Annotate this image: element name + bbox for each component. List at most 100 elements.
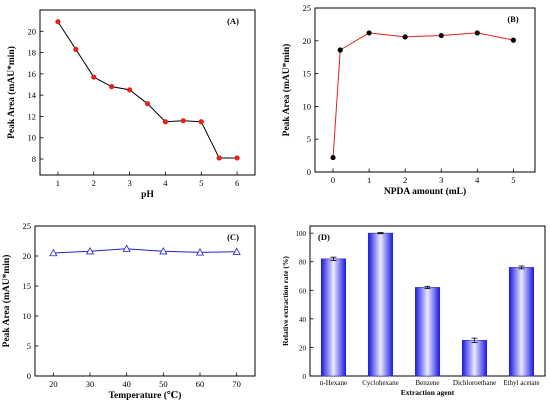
plot-frame [34,225,256,377]
x-tick-label: 0 [331,175,335,185]
x-tick-label: 2 [92,178,96,188]
data-point [337,47,343,53]
plot-frame [314,7,536,173]
y-tick-label: 15 [303,69,312,79]
y-tick-label: 5 [307,134,311,144]
y-tick-label: 8 [32,154,36,164]
chart-panel-2: 0 5 10 15 20 25 0 1 2 3 4 5 NPDA amount (mL) Peak Are… [281,3,536,197]
series-line [53,248,237,254]
panel-label: (A) [227,16,239,26]
data-point [402,34,408,40]
x-tick-label: Dichloroethane [453,379,496,387]
x-axis-label: Temperature (℃) [109,390,182,401]
x-tick-label: 50 [159,379,168,389]
y-axis-label: Relative extraction rate (%) [281,256,290,346]
y-tick-label: 100 [296,230,307,238]
panel-label: (B) [507,14,519,24]
x-tick-label: 70 [232,379,241,389]
series-line [332,32,514,158]
x-tick-label: 3 [127,178,131,188]
data-point [162,119,169,125]
data-point [366,30,372,36]
x-tick-label: 2 [403,175,407,185]
y-tick-label: 60 [299,287,307,295]
data-point [144,101,151,107]
data-point [109,84,115,90]
y-tick-label: 20 [23,251,32,261]
data-point [232,247,241,255]
x-tick-label: Ethyl acetate [503,379,539,387]
data-point [216,155,222,161]
x-tick-label: 1 [56,178,60,188]
y-tick-label: 0 [307,167,311,177]
y-tick-label: 20 [28,26,37,36]
x-tick-label: 60 [196,379,205,389]
y-axis-label: Peak Area (mAU*min) [6,46,17,139]
y-tick-label: 15 [23,281,32,291]
y-tick-label: 18 [28,48,37,58]
x-tick-label: 20 [49,379,58,389]
data-point [122,244,131,252]
data-point [85,246,95,255]
x-axis-label: Extraction agent [401,388,455,397]
bar [508,267,535,377]
bar [461,339,488,377]
chart-panel-4: 0 20 40 60 80 100 n-Hexane Cyclohexane Benzene Di… [281,225,546,397]
data-point [234,155,240,161]
x-tick-label: 1 [367,175,371,185]
y-tick-label: 80 [299,259,307,267]
x-tick-label: 5 [199,178,203,188]
y-tick-label: 25 [303,3,312,13]
x-tick-label: 6 [235,178,239,188]
data-point [198,119,204,125]
y-tick-label: 5 [27,341,31,351]
x-tick-label: Cyclohexane [362,379,399,387]
x-tick-label: 4 [475,175,480,185]
y-tick-label: 10 [23,311,32,321]
x-tick-label: 40 [122,379,131,389]
data-point [49,248,58,257]
y-axis-label: Peak Area (mAU*min) [281,44,292,137]
y-tick-label: 0 [27,371,31,381]
y-tick-label: 40 [299,316,307,324]
x-tick-label: 30 [86,379,95,389]
data-point [73,46,79,52]
y-tick-label: 14 [28,90,37,100]
x-tick-label: 3 [439,175,443,185]
x-axis-label: NPDA amount (mL) [384,186,466,197]
data-point [180,118,186,124]
data-point [474,30,480,36]
data-point [126,87,133,93]
y-axis-label: Peak Area (mAU*min) [1,255,12,348]
panel-label: (D) [318,232,330,242]
x-tick-label: n-Hexane [320,379,347,387]
data-point [159,246,168,255]
y-tick-label: 25 [23,221,32,231]
x-tick-label: Benzene [415,379,439,387]
data-point [510,37,516,43]
x-tick-label: 4 [163,178,168,188]
y-tick-label: 0 [303,373,307,381]
bar [320,258,347,377]
data-point [55,19,61,25]
y-tick-label: 16 [28,69,37,79]
y-tick-label: 10 [28,133,37,143]
chart-panel-3: 0 5 10 15 20 25 20 30 40 50 60 70 Temperature (℃) Pea… [1,221,256,401]
panel-label: (C) [227,232,239,242]
y-tick-label: 20 [299,344,307,352]
data-point [438,32,444,39]
y-tick-label: 10 [303,101,312,111]
data-point [91,74,97,80]
y-tick-label: 20 [303,36,312,46]
series-line [57,21,238,159]
plot-frame [39,9,256,176]
x-axis-label: pH [141,190,154,200]
bar [367,232,394,377]
bar [414,287,441,377]
x-tick-label: 5 [511,175,515,185]
data-point [195,248,205,256]
y-tick-label: 12 [28,111,37,121]
data-point [330,154,336,161]
